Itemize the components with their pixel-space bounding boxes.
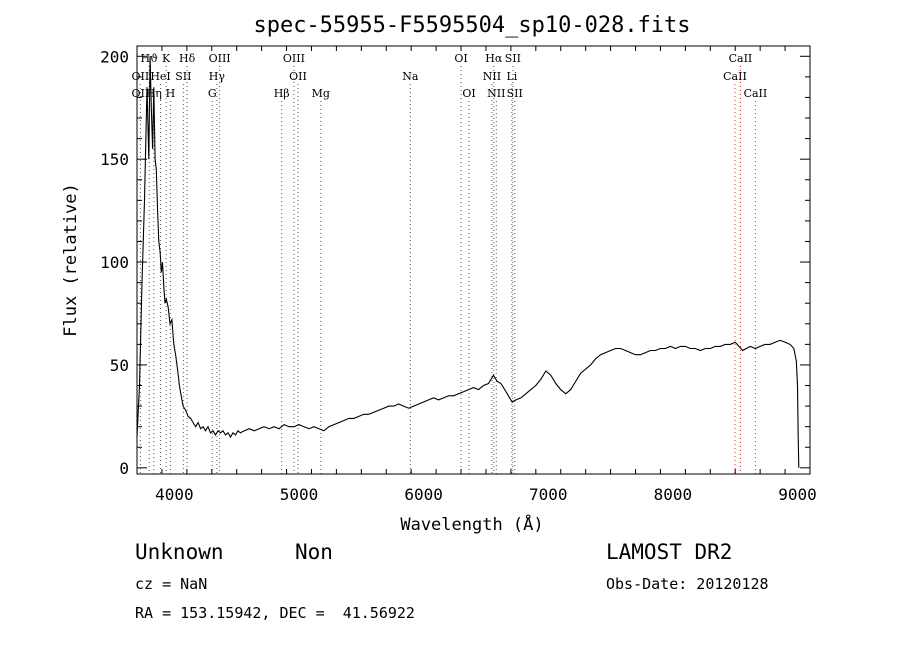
spectral-line-label: H	[166, 87, 176, 100]
y-tick-label: 50	[110, 356, 129, 375]
plot-frame	[136, 45, 811, 475]
x-axis-label: Wavelength (Å)	[400, 513, 543, 535]
y-axis-label: Flux (relative)	[61, 183, 81, 337]
spectral-line-label: NII	[487, 87, 505, 100]
x-tick-label: 9000	[778, 485, 817, 504]
spectral-line-label: CaII	[729, 52, 753, 65]
spectral-line-label: HeI	[150, 70, 170, 83]
spectral-line-label: OIII	[209, 52, 231, 65]
spectral-line-label: Hα	[485, 52, 503, 65]
y-axis: 0 50 100 150 200	[100, 47, 810, 478]
spectral-line-label: OII	[289, 70, 307, 83]
spectral-line-label: Mg	[312, 87, 330, 100]
spectral-line-label: K	[162, 52, 171, 65]
spectral-line-label: Hγ	[209, 70, 226, 83]
x-axis: 4000 5000 6000 7000 8000 9000	[136, 46, 817, 504]
x-tick-label: 4000	[155, 485, 194, 504]
spectral-line-label: OI	[462, 87, 475, 100]
spectral-line-label: SII	[507, 87, 523, 100]
y-tick-label: 150	[100, 150, 129, 169]
spectral-line-label: Hδ	[179, 52, 196, 65]
obs-date: Obs-Date: 20120128	[606, 575, 769, 593]
spectral-line-label: OIII	[283, 52, 305, 65]
spectral-line-label: OII	[132, 87, 150, 100]
spectral-line-label: SII	[175, 70, 191, 83]
spectral-line-label: OI	[454, 52, 467, 65]
y-tick-label: 0	[119, 459, 129, 478]
spectral-line-label: NII	[483, 70, 501, 83]
chart-title: spec-55955-F5595504_sp10-028.fits	[253, 13, 690, 38]
spectral-line-label: Na	[402, 70, 419, 83]
spectral-line-markers	[139, 66, 756, 474]
cz-value: cz = NaN	[135, 575, 208, 593]
subclass-label: Non	[295, 540, 333, 564]
y-tick-label: 100	[100, 253, 129, 272]
y-tick-label: 200	[100, 47, 129, 66]
x-tick-label: 5000	[280, 485, 319, 504]
spectral-line-label: Li	[506, 70, 517, 83]
spectral-line-label: CaII	[723, 70, 747, 83]
spectral-line-label: SII	[505, 52, 521, 65]
x-tick-label: 8000	[654, 485, 693, 504]
spectral-line-label: CaII	[744, 87, 768, 100]
spectral-line-label: G	[208, 87, 217, 100]
spectral-line-label: Hβ	[274, 87, 290, 100]
class-label: Unknown	[135, 540, 224, 564]
coordinates: RA = 153.15942, DEC = 41.56922	[135, 604, 415, 622]
spectral-line-label: Hϑ	[140, 52, 158, 65]
survey-label: LAMOST DR2	[606, 540, 733, 564]
x-tick-label: 7000	[529, 485, 568, 504]
x-tick-label: 6000	[404, 485, 443, 504]
spectrum-series-line	[136, 56, 800, 468]
